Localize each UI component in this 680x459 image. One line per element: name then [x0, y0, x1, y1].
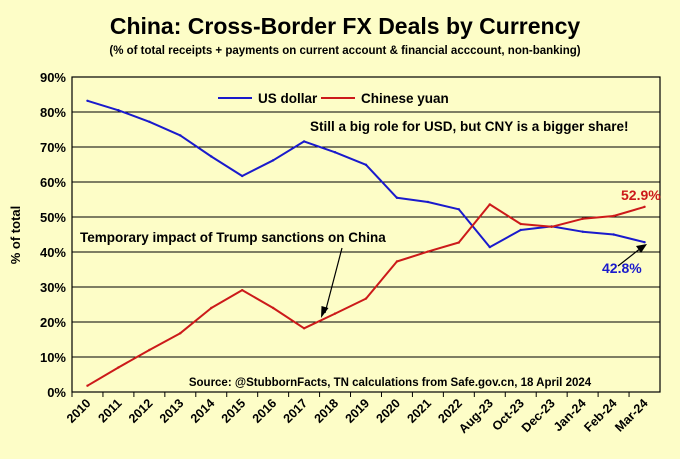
point-usd [241, 174, 244, 178]
point-usd [302, 140, 306, 143]
source-note: Source: @StubbornFacts, TN calculations … [189, 377, 592, 389]
point-cny [550, 225, 553, 228]
end-label-arrow [617, 244, 647, 267]
point-cny [612, 214, 615, 218]
x-tick-label: 2012 [126, 396, 156, 426]
point-usd [333, 151, 337, 154]
legend-label-usd: US dollar [258, 91, 318, 106]
x-tick-label: 2010 [64, 396, 94, 426]
point-cny [519, 222, 522, 226]
end-label-usd: 42.8% [602, 260, 642, 276]
x-tick-label: Feb-24 [581, 396, 619, 434]
chart-title: China: Cross-Border FX Deals by Currency [110, 13, 581, 39]
point-usd [612, 233, 615, 236]
y-tick-label: 90% [40, 70, 66, 85]
x-tick-label: 2017 [281, 396, 311, 426]
y-tick-label: 20% [40, 315, 66, 330]
point-cny [210, 306, 213, 310]
y-tick-label: 0% [47, 385, 66, 400]
plot-frame [71, 76, 661, 393]
point-cny [581, 217, 584, 220]
point-cny [333, 312, 337, 315]
point-usd [86, 99, 89, 103]
point-cny [395, 260, 399, 263]
series-group [86, 99, 646, 387]
y-tick-label: 60% [40, 175, 66, 190]
x-tick-label: Dec-23 [519, 396, 558, 435]
point-cny [86, 384, 89, 387]
y-tick-label: 70% [40, 140, 66, 155]
point-usd [271, 159, 275, 162]
point-cny [457, 241, 461, 244]
x-tick-label: 2011 [95, 396, 124, 425]
y-tick-label: 50% [40, 210, 66, 225]
point-cny [117, 366, 120, 369]
legend: US dollar Chinese yuan [218, 91, 449, 106]
point-usd [488, 245, 491, 249]
point-cny [643, 205, 646, 209]
point-usd [148, 120, 151, 124]
x-tick-label: Jan-24 [551, 396, 589, 434]
point-usd [426, 200, 430, 204]
x-tick-label: 2016 [250, 396, 280, 426]
y-axis-label: % of total [8, 206, 23, 265]
point-cny [302, 327, 306, 330]
y-axis: 0% 10% 20% 30% 40% 50% 60% 70% 80% 90% [40, 70, 66, 400]
point-cny [426, 250, 430, 253]
point-usd [210, 155, 213, 158]
trump-arrow [321, 247, 343, 318]
y-tick-label: 40% [40, 245, 66, 260]
x-tick-label: 2020 [374, 396, 404, 426]
point-cny [488, 203, 491, 206]
point-usd [395, 196, 399, 199]
point-usd [643, 241, 646, 244]
point-usd [519, 228, 522, 232]
legend-label-cny: Chinese yuan [361, 91, 449, 106]
point-usd [117, 109, 120, 112]
x-tick-label: 2013 [157, 396, 187, 426]
point-cny [179, 332, 182, 335]
x-tick-label: 2018 [312, 396, 342, 426]
x-tick-label: Aug-23 [456, 396, 496, 436]
point-cny [148, 348, 151, 352]
grid [71, 76, 661, 393]
chart-subtitle: (% of total receipts + payments on curre… [109, 45, 580, 57]
x-axis: 2010 2011 2012 2013 2014 2015 2016 2017 2018 2019… [64, 392, 651, 436]
annotation-trump: Temporary impact of Trump sanctions on C… [80, 230, 386, 245]
y-tick-label: 10% [40, 350, 66, 365]
point-cny [364, 297, 368, 300]
end-label-cny: 52.9% [621, 187, 661, 203]
annotation-usd-cny: Still a big role for USD, but CNY is a b… [310, 119, 629, 134]
point-cny [271, 306, 275, 310]
point-usd [364, 163, 368, 167]
x-tick-label: 2021 [404, 396, 434, 426]
point-usd [179, 134, 182, 137]
x-tick-label: 2014 [188, 396, 218, 426]
point-cny [241, 288, 244, 292]
x-tick-label: Mar-24 [612, 396, 650, 434]
x-tick-label: 2019 [343, 396, 373, 426]
y-tick-label: 30% [40, 280, 66, 295]
y-tick-label: 80% [40, 105, 66, 120]
point-usd [581, 230, 584, 233]
x-tick-label: 2015 [219, 396, 249, 426]
point-usd [457, 208, 461, 211]
